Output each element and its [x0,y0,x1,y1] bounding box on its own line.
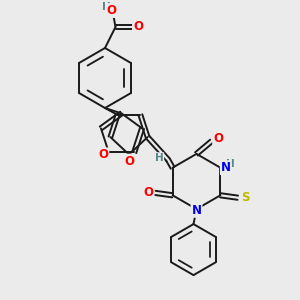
Text: O: O [213,132,223,146]
Text: H: H [226,159,234,169]
Text: O: O [98,148,108,161]
Text: O: O [124,154,134,168]
Text: O: O [106,4,116,17]
Text: N: N [221,161,231,174]
Text: O: O [144,186,154,200]
Text: O: O [133,20,143,34]
Text: H: H [101,2,110,12]
Text: H: H [154,153,164,163]
Text: S: S [241,191,249,204]
Text: N: N [191,204,202,217]
